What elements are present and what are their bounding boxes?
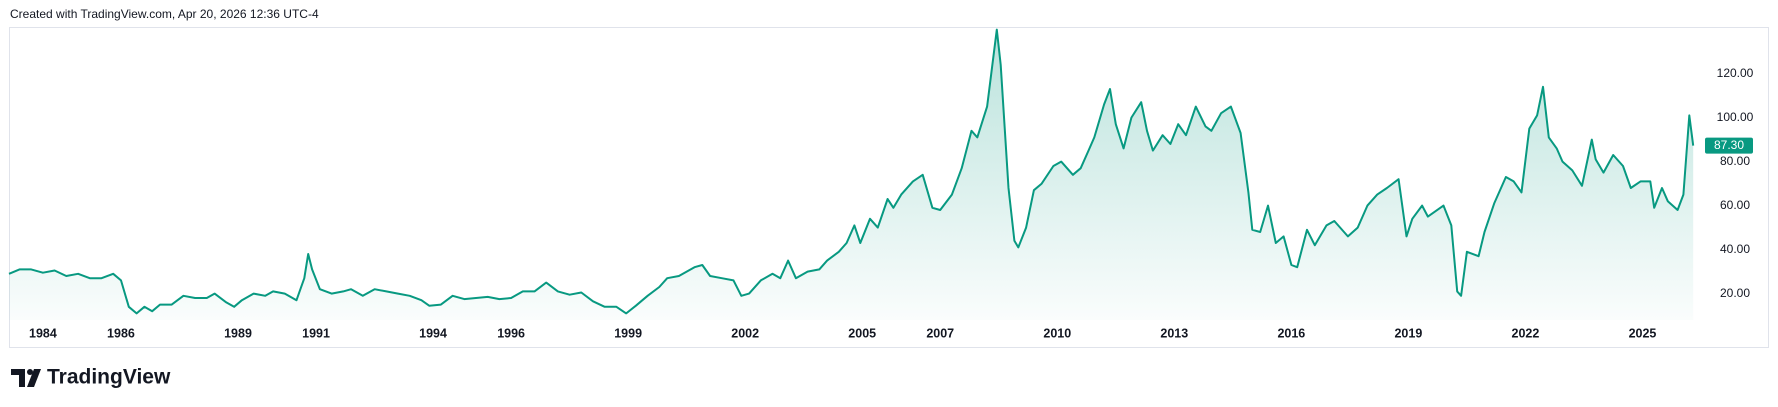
brand-logo: TradingView	[11, 366, 171, 389]
y-tick-label: 60.00	[1720, 198, 1750, 212]
x-tick-label: 2016	[1277, 326, 1305, 340]
x-tick-label: 1986	[107, 326, 135, 340]
x-tick-label: 2002	[731, 326, 759, 340]
y-tick-label: 40.00	[1720, 242, 1750, 256]
price-line	[8, 28, 1695, 315]
x-tick-label: 1989	[224, 326, 252, 340]
logo-dot	[27, 369, 33, 375]
x-tick-label: 2007	[926, 326, 954, 340]
x-tick-label: 1984	[29, 326, 57, 340]
x-tick-label: 2025	[1629, 326, 1657, 340]
header-text: Created with TradingView.com, Apr 20, 20…	[10, 7, 319, 21]
brand-name: TradingView	[47, 366, 171, 389]
x-tick-label: 2022	[1512, 326, 1540, 340]
x-tick-label: 2005	[848, 326, 876, 340]
logo-mark	[11, 369, 25, 387]
area-fill	[9, 29, 1694, 320]
x-tick-label: 2013	[1160, 326, 1188, 340]
x-tick-label: 2010	[1043, 326, 1071, 340]
y-tick-label: 20.00	[1720, 286, 1750, 300]
y-tick-label: 100.00	[1717, 110, 1754, 124]
last-price-badge	[1705, 137, 1753, 154]
x-tick-label: 1996	[497, 326, 525, 340]
x-tick-label: 1999	[614, 326, 642, 340]
x-tick-label: 2019	[1394, 326, 1422, 340]
x-tick-label: 1991	[302, 326, 330, 340]
x-tick-label: 1994	[419, 326, 447, 340]
chart-frame	[9, 27, 1769, 348]
last-price-label: 87.30	[1714, 138, 1744, 152]
y-tick-label: 120.00	[1717, 66, 1754, 80]
y-tick-label: 80.00	[1720, 154, 1750, 168]
logo-mark	[27, 369, 41, 387]
